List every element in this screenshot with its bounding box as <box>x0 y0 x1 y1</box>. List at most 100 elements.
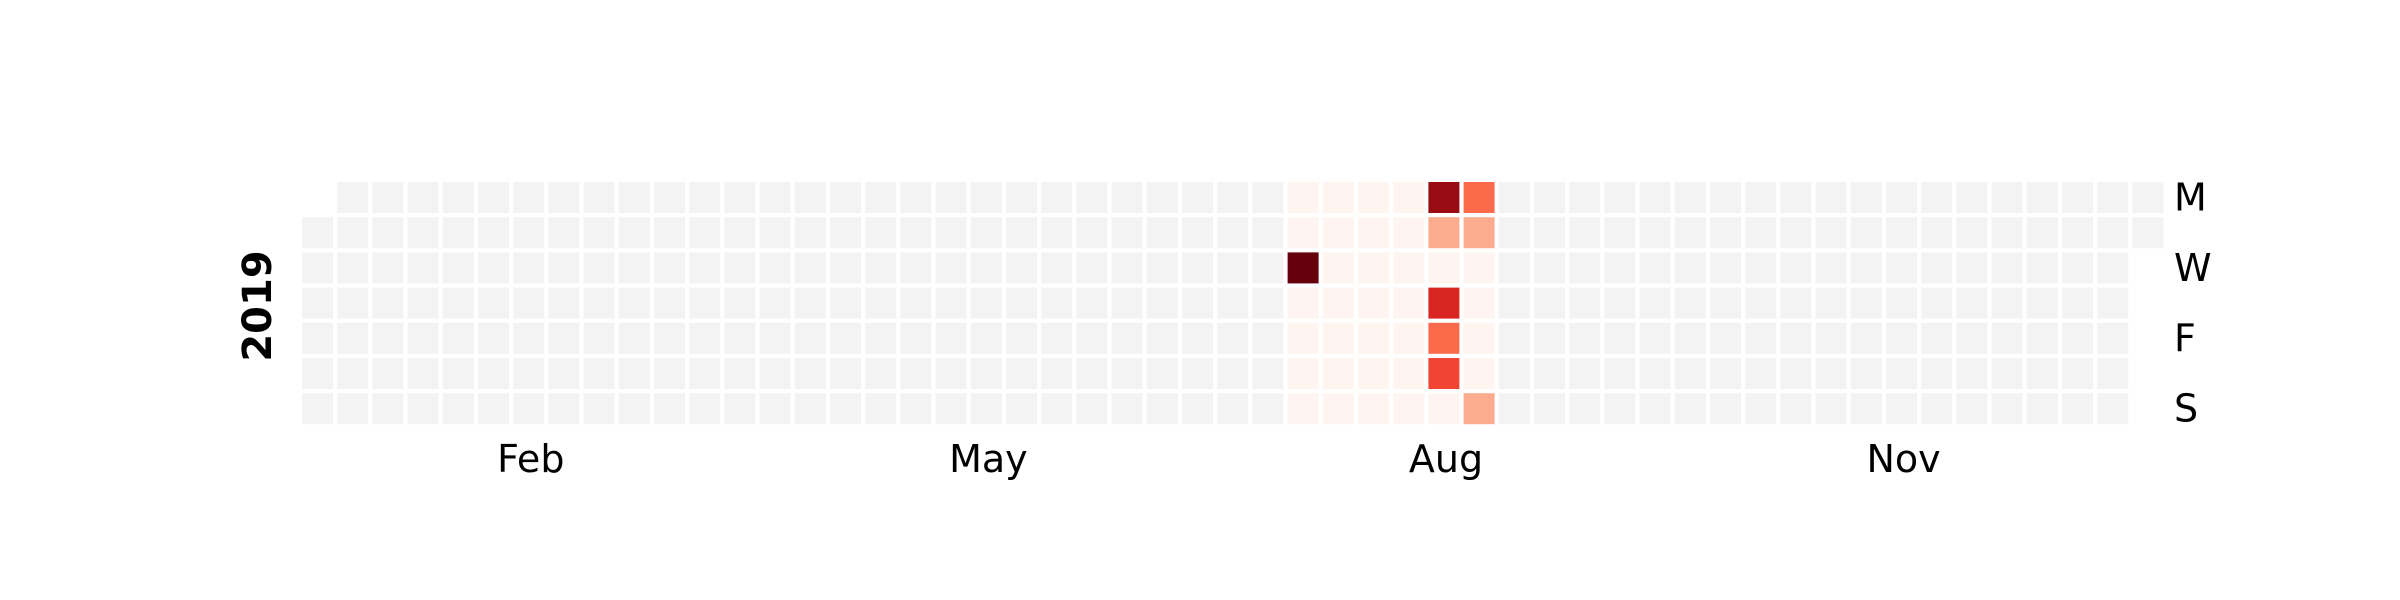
heatmap-cell <box>1886 287 1917 319</box>
heatmap-cell <box>1287 358 1319 389</box>
heatmap-cell <box>689 287 721 319</box>
heatmap-cell <box>1604 182 1636 213</box>
heatmap-cell <box>372 252 404 284</box>
heatmap-cell <box>1569 393 1601 425</box>
heatmap-cell <box>1639 252 1671 284</box>
heatmap-cell <box>1041 358 1073 389</box>
heatmap-cell <box>1534 217 1565 249</box>
heatmap-cell <box>1534 358 1565 389</box>
heatmap-cell <box>1745 358 1777 389</box>
heatmap-cell <box>1956 322 1988 354</box>
heatmap-cell <box>1674 358 1706 389</box>
heatmap-cell <box>1710 182 1741 213</box>
heatmap-cell <box>1076 358 1108 389</box>
heatmap-cell <box>900 358 932 389</box>
heatmap-cell <box>1111 287 1143 319</box>
heatmap-cell <box>654 358 685 389</box>
heatmap-cell <box>2132 182 2164 213</box>
heatmap-cell <box>1850 322 1882 354</box>
heatmap-cell <box>372 358 404 389</box>
heatmap-cell <box>830 252 861 284</box>
heatmap-cell <box>689 358 721 389</box>
heatmap-cell <box>513 252 545 284</box>
heatmap-cell <box>1006 393 1037 425</box>
heatmap-cell <box>1780 217 1812 249</box>
heatmap-cell <box>478 393 509 425</box>
heatmap-cell <box>794 217 826 249</box>
heatmap-cell <box>1674 393 1706 425</box>
heatmap-cell <box>1182 182 1213 213</box>
heatmap-cell <box>548 182 580 213</box>
heatmap-cell <box>2097 217 2129 249</box>
heatmap-cell <box>302 217 333 249</box>
heatmap-cell <box>513 287 545 319</box>
heatmap-cell <box>1463 358 1495 389</box>
heatmap-cell <box>1463 252 1495 284</box>
heatmap-cell <box>618 217 650 249</box>
heatmap-cell <box>1041 322 1073 354</box>
heatmap-cell <box>1674 217 1706 249</box>
heatmap-cell <box>1252 252 1284 284</box>
y-tick-label: M <box>2174 176 2207 220</box>
heatmap-cell <box>1252 182 1284 213</box>
heatmap-cell <box>2097 252 2129 284</box>
heatmap-cell <box>900 182 932 213</box>
heatmap-cell <box>407 182 439 213</box>
heatmap-cell <box>1041 393 1073 425</box>
heatmap-cell <box>1217 393 1249 425</box>
heatmap-cell <box>1428 217 1460 249</box>
heatmap-cell <box>1217 217 1249 249</box>
heatmap-cell <box>1076 182 1108 213</box>
heatmap-cell <box>1780 358 1812 389</box>
heatmap-cell <box>1428 182 1460 213</box>
heatmap-cell <box>407 393 439 425</box>
heatmap-cell <box>1076 252 1108 284</box>
heatmap-cell <box>1182 393 1213 425</box>
heatmap-cell <box>1921 217 1953 249</box>
heatmap-cell <box>1006 217 1037 249</box>
heatmap-cell <box>724 358 756 389</box>
heatmap-cell <box>759 252 791 284</box>
heatmap-cell <box>1604 393 1636 425</box>
heatmap-cell <box>1815 393 1847 425</box>
heatmap-cell <box>1111 393 1143 425</box>
heatmap-cell <box>442 287 474 319</box>
heatmap-cell <box>1146 287 1178 319</box>
heatmap-cell <box>1921 182 1953 213</box>
heatmap-cell <box>548 252 580 284</box>
heatmap-cell <box>2062 358 2093 389</box>
heatmap-cell <box>1498 358 1530 389</box>
heatmap-cell <box>830 182 861 213</box>
heatmap-cell <box>1886 217 1917 249</box>
heatmap-cells <box>302 182 2164 425</box>
heatmap-cell <box>794 322 826 354</box>
heatmap-cell <box>302 322 333 354</box>
heatmap-cell <box>1146 358 1178 389</box>
heatmap-cell <box>1886 393 1917 425</box>
heatmap-cell <box>1850 217 1882 249</box>
heatmap-cell <box>1534 287 1565 319</box>
heatmap-cell <box>1146 217 1178 249</box>
heatmap-cell <box>1745 393 1777 425</box>
heatmap-cell <box>337 322 369 354</box>
heatmap-cell <box>1217 287 1249 319</box>
heatmap-cell <box>1287 393 1319 425</box>
heatmap-cell <box>478 217 509 249</box>
heatmap-cell <box>1956 182 1988 213</box>
heatmap-cell <box>1850 393 1882 425</box>
heatmap-cell <box>1287 322 1319 354</box>
year-label: 2019 <box>235 250 281 361</box>
heatmap-cell <box>2026 252 2058 284</box>
heatmap-cell <box>1041 252 1073 284</box>
heatmap-cell <box>2026 393 2058 425</box>
heatmap-cell <box>1182 322 1213 354</box>
heatmap-cell <box>618 322 650 354</box>
heatmap-cell <box>583 252 615 284</box>
heatmap-cell <box>1463 217 1495 249</box>
heatmap-cell <box>935 182 967 213</box>
heatmap-cell <box>1604 287 1636 319</box>
heatmap-cell <box>1252 393 1284 425</box>
heatmap-cell <box>1428 252 1460 284</box>
heatmap-cell <box>548 287 580 319</box>
heatmap-cell <box>1850 287 1882 319</box>
